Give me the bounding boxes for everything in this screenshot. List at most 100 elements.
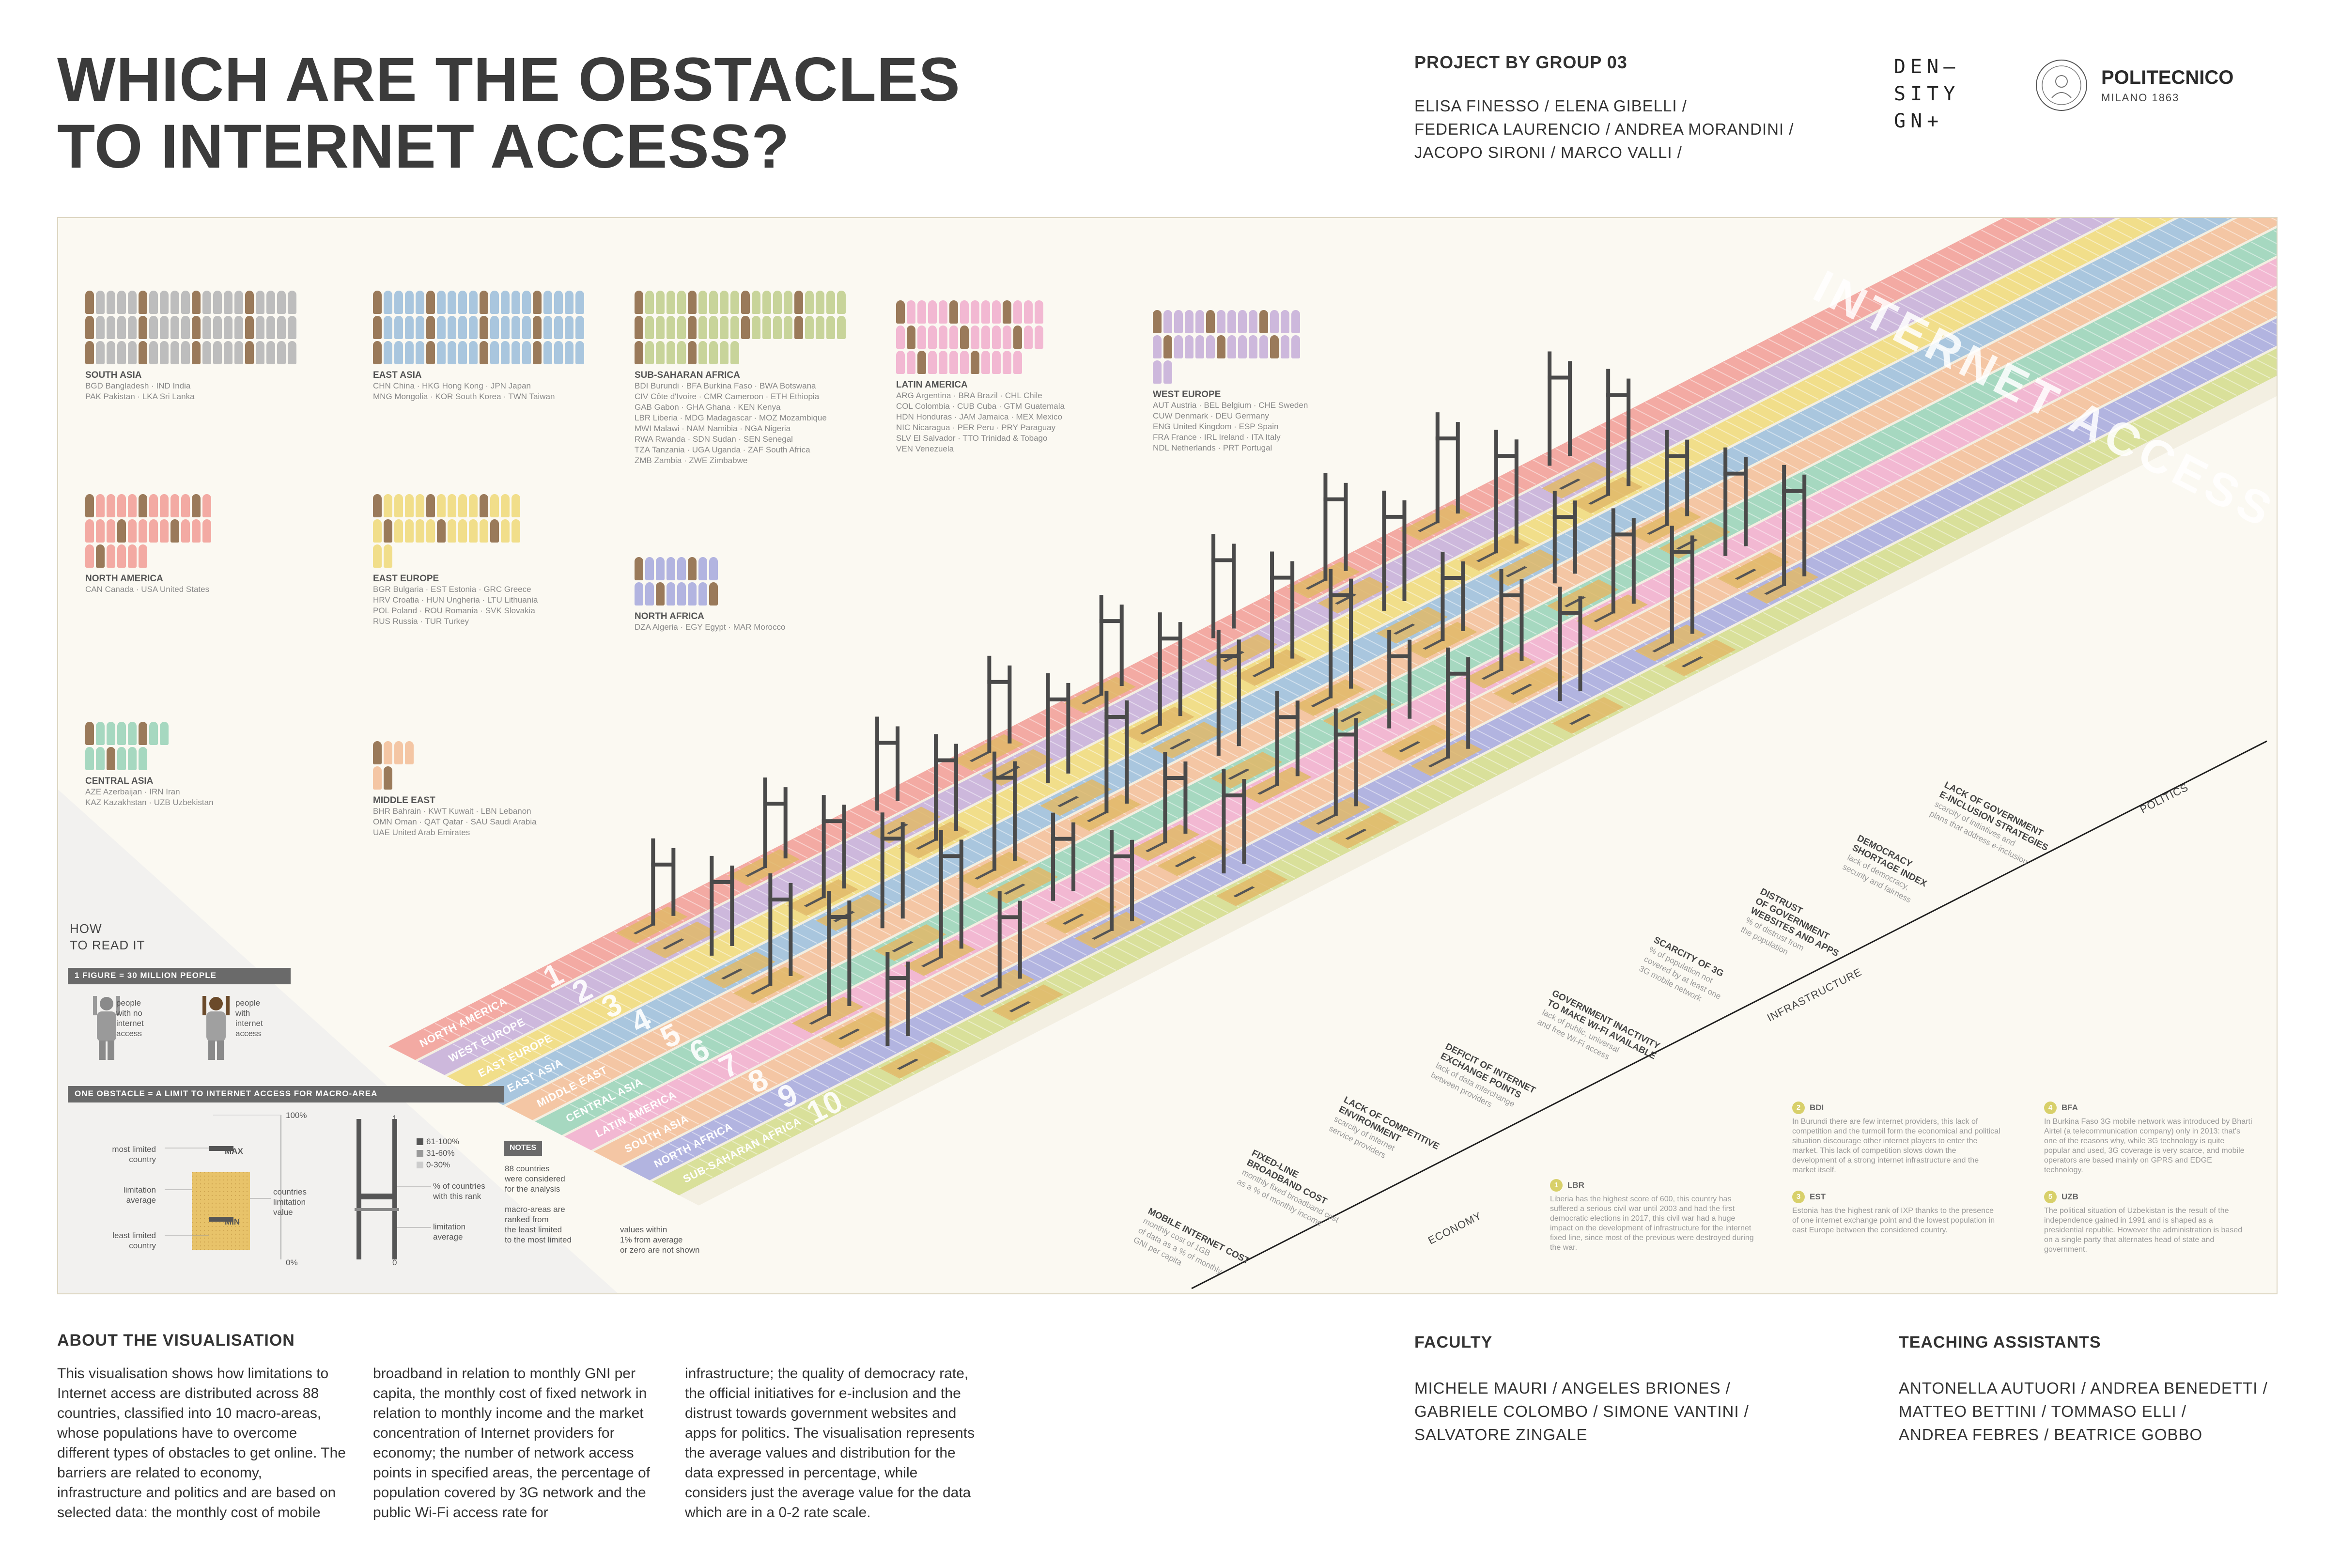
polimi-text: POLITECNICO MILANO 1863 <box>2101 67 2233 104</box>
lane-stripe <box>502 988 527 1002</box>
person-figure <box>773 316 782 339</box>
person-figure <box>469 519 478 543</box>
lane-stripe <box>633 1102 659 1116</box>
lane-stripe <box>928 770 954 784</box>
fact-code: UZB <box>2062 1192 2078 1201</box>
person-figure <box>784 316 792 339</box>
hurdle-post <box>1382 490 1386 611</box>
lane-stripe <box>1920 531 1946 545</box>
lane-stripe <box>541 1088 567 1102</box>
lane-stripe <box>2109 284 2135 298</box>
person-figure <box>107 494 115 517</box>
lane-stripe <box>2073 242 2099 256</box>
person-figure <box>480 519 488 543</box>
lane-stripe <box>2121 278 2147 292</box>
lane-stripe <box>569 954 595 968</box>
lane-stripe <box>714 1120 740 1134</box>
person-figure <box>635 291 643 314</box>
lane-stripe <box>855 1077 881 1092</box>
lane-stripe <box>1667 390 1693 404</box>
howto-title-line: TO READ IT <box>70 938 145 952</box>
lane-stripe <box>1520 706 1547 720</box>
lane-stripe <box>859 1045 885 1059</box>
lane-stripe <box>626 1075 652 1089</box>
person-figure <box>373 544 382 568</box>
person-figure <box>907 300 915 324</box>
lane-stripe <box>1970 235 1996 249</box>
lane-stripe <box>2133 422 2158 436</box>
logo-line: DEN– <box>1894 56 1960 78</box>
region-countries: CHN China · HKG Hong Kong · JPN Japan <box>373 381 531 390</box>
lane-stripe <box>1286 827 1311 841</box>
person-figure <box>1185 310 1194 333</box>
lane-stripe <box>1708 400 1734 414</box>
hurdle-post <box>906 962 910 1037</box>
lane-stripe <box>1879 522 1905 536</box>
person-figure <box>688 316 697 339</box>
lane-stripe <box>1175 793 1201 807</box>
person-figure <box>181 341 190 364</box>
lane-stripe <box>1819 583 1845 597</box>
lane-stripe <box>1057 974 1083 988</box>
lane-stripe <box>2157 320 2183 334</box>
lane-stripe <box>1222 679 1247 693</box>
lane-stripe <box>1993 373 2019 388</box>
person-figure <box>170 519 179 543</box>
lane-stripe <box>1170 676 1196 690</box>
region-countries: POL Poland · ROU Romania · SVK Slovakia <box>373 606 535 615</box>
lane-stripe <box>556 1051 582 1065</box>
hurdle-post <box>885 952 890 1046</box>
lane-stripe <box>1722 603 1748 617</box>
lane-stripe <box>1124 940 1150 954</box>
lane-stripe <box>1191 755 1216 769</box>
hurdle-post <box>1178 622 1182 716</box>
person-figure <box>677 316 686 339</box>
lane-stripe <box>1839 513 1865 527</box>
lane-stripe <box>693 1040 719 1055</box>
hurdle-bar <box>763 802 786 806</box>
lane-stripe <box>1543 695 1569 709</box>
lane-stripe <box>689 1072 715 1087</box>
lane-stripe <box>1133 875 1159 889</box>
lane-stripe <box>1685 411 1711 425</box>
lane-stripe <box>2217 259 2243 273</box>
lane-stripe <box>1215 803 1241 817</box>
lane-stripe <box>1163 649 1189 663</box>
lane-stripe <box>1939 461 1966 475</box>
region-countries: ARG Argentina · BRA Brazil · CHL Chile <box>896 391 1042 400</box>
obstacle-average-bar <box>1305 578 1327 590</box>
lane-stripe <box>423 1028 450 1042</box>
lane-stripe <box>2182 367 2208 381</box>
lane-stripe <box>1203 899 1228 914</box>
faculty-list: MICHELE MAURI / ANGELES BRIONES / GABRIE… <box>1414 1377 1749 1446</box>
hurdle-post <box>1690 535 1694 634</box>
hurdle-bar <box>934 758 957 762</box>
person-figure <box>128 722 137 745</box>
lane-stripe <box>1017 724 1043 738</box>
lane-stripe <box>1699 464 1725 479</box>
lane-stripe <box>1039 953 1065 967</box>
lane-stripe <box>1710 458 1736 473</box>
person-figure <box>896 300 905 324</box>
lane-stripe <box>610 1113 636 1127</box>
lane-stripe <box>1147 928 1173 942</box>
hurdle-bar <box>1606 393 1629 397</box>
hurdle-post <box>783 787 788 859</box>
person-figure <box>949 326 958 349</box>
lane-stripe <box>839 965 865 980</box>
assistants-list: ANTONELLA AUTUORI / ANDREA BENEDETTI / M… <box>1899 1377 2268 1446</box>
lane-stripe <box>1028 959 1054 973</box>
lane-stripe <box>513 982 539 996</box>
obstacle-average-bar <box>1569 714 1591 725</box>
fact-text: In Burundi there are few internet provid… <box>1792 1118 2000 1174</box>
person-figure <box>645 341 654 364</box>
lane-stripe <box>1386 775 1412 789</box>
lane-stripe <box>1914 264 1939 278</box>
hurdle-post <box>1494 430 1498 554</box>
lane-stripe <box>1301 789 1327 803</box>
lane-stripe <box>671 1052 697 1066</box>
lane-stripe <box>1896 393 1922 407</box>
person-figure <box>394 341 403 364</box>
person-figure <box>677 341 686 364</box>
lane-stripe <box>684 1105 711 1119</box>
